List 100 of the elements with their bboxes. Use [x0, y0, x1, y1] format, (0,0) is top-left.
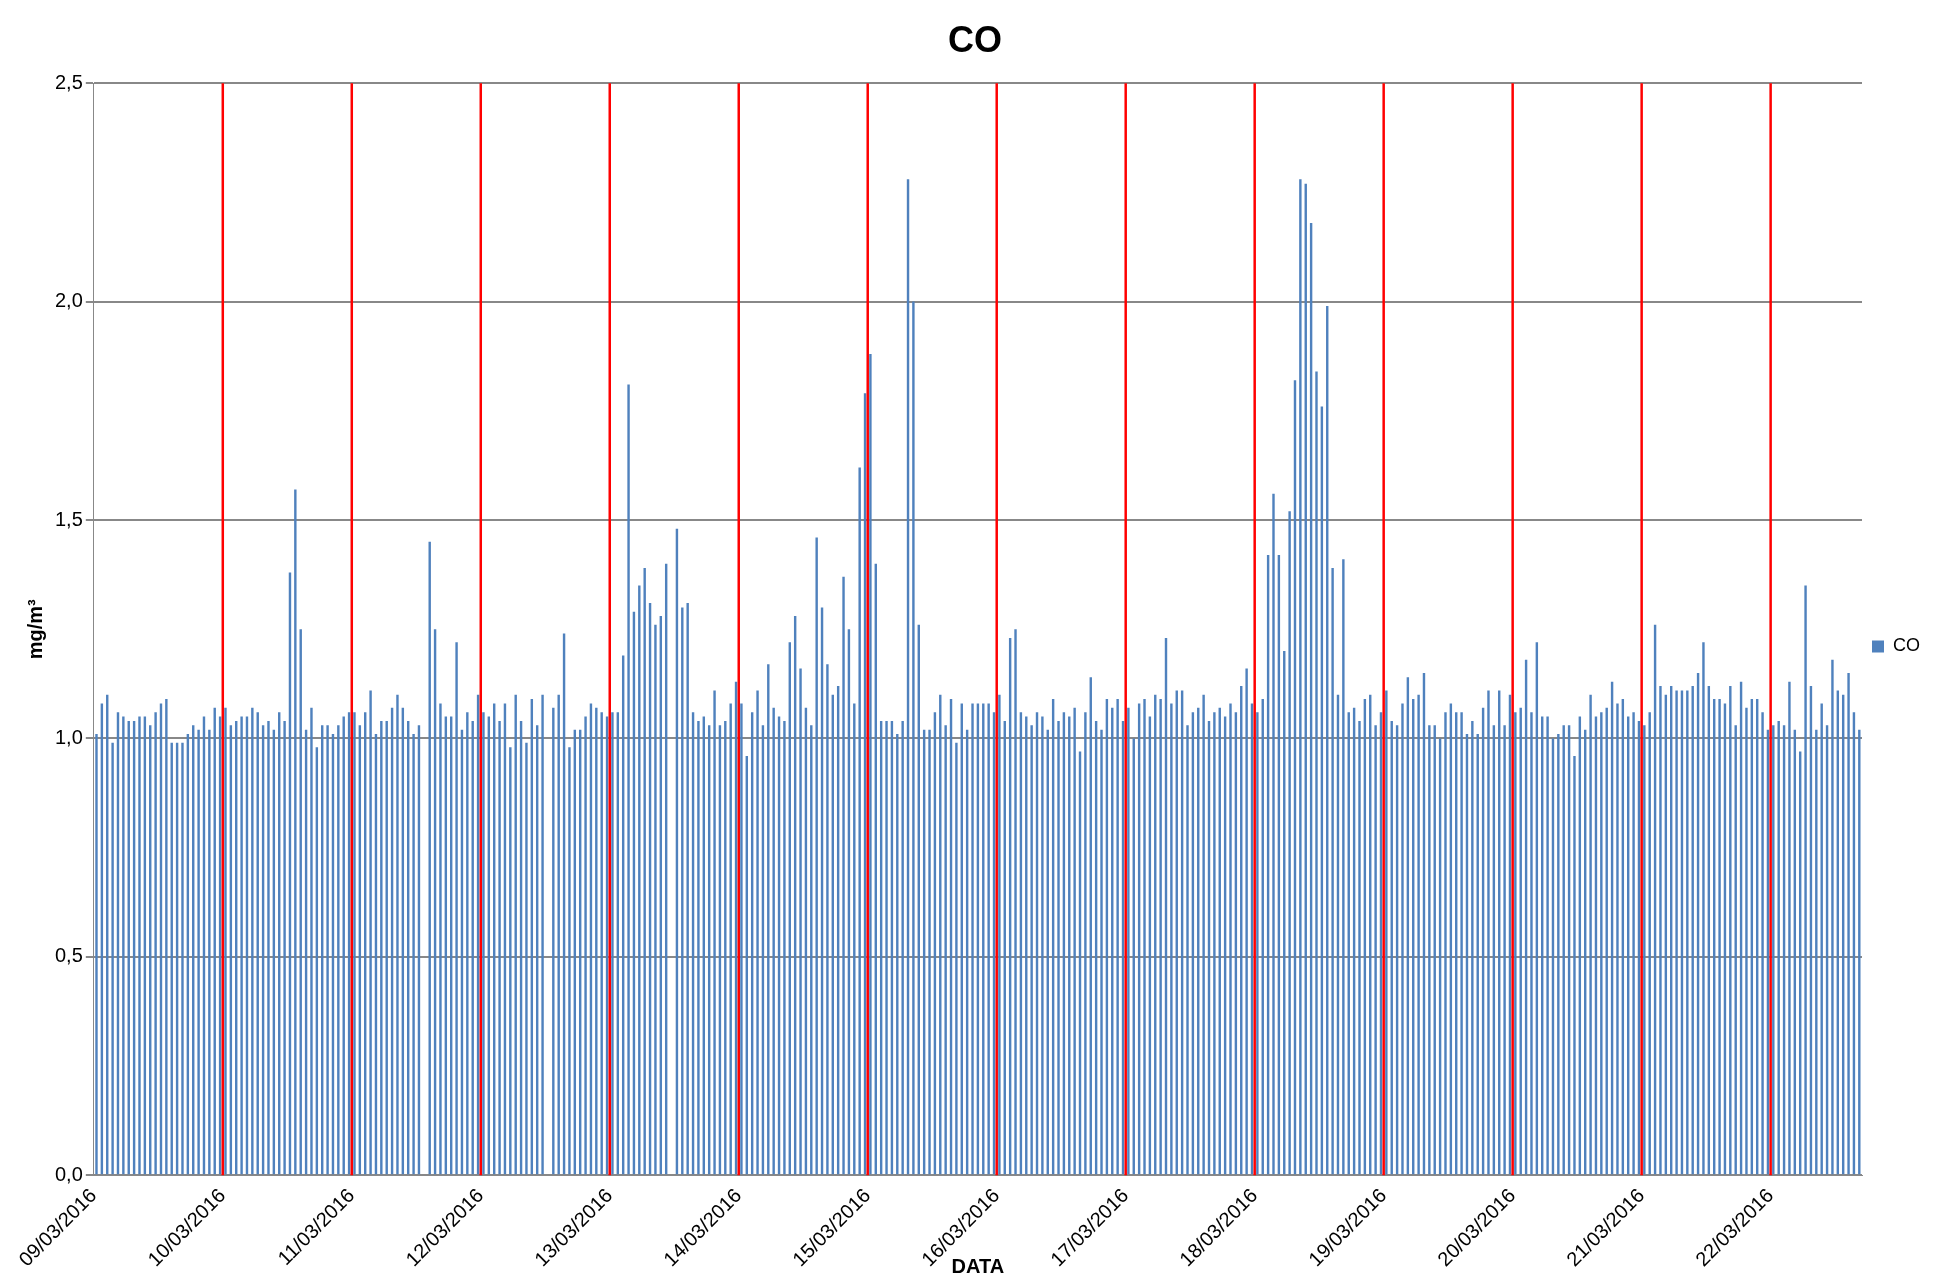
bar: [1315, 371, 1318, 1175]
bar: [1143, 699, 1146, 1175]
bar: [294, 489, 297, 1175]
bar: [95, 734, 98, 1175]
bar: [1401, 703, 1404, 1175]
bar: [713, 690, 716, 1175]
bar: [998, 694, 1001, 1175]
bar: [1729, 686, 1732, 1175]
bar: [595, 707, 598, 1175]
bar: [1777, 720, 1780, 1175]
bar: [815, 537, 818, 1175]
bar: [1761, 712, 1764, 1175]
bar: [944, 725, 947, 1175]
bar: [326, 725, 329, 1175]
bar: [928, 729, 931, 1175]
bar: [1804, 585, 1807, 1175]
bar: [1487, 690, 1490, 1175]
bar: [611, 712, 614, 1175]
bar: [509, 747, 512, 1175]
bar: [267, 720, 270, 1175]
chart-title: CO: [948, 18, 1002, 60]
bar: [165, 699, 168, 1175]
bar: [557, 694, 560, 1175]
bar: [1041, 716, 1044, 1175]
bar: [1616, 703, 1619, 1175]
y-axis-title: mg/m³: [23, 598, 46, 660]
bar: [353, 712, 356, 1175]
bar: [1702, 642, 1705, 1175]
bar: [756, 690, 759, 1175]
bar: [1557, 734, 1560, 1175]
bar: [842, 576, 845, 1175]
bar: [181, 742, 184, 1175]
bar: [197, 729, 200, 1175]
bar: [1272, 493, 1275, 1175]
bar: [1514, 712, 1517, 1175]
bar: [439, 703, 442, 1175]
bar: [783, 720, 786, 1175]
bar: [568, 747, 571, 1175]
bar: [600, 712, 603, 1175]
bar: [525, 742, 528, 1175]
bar: [584, 716, 587, 1175]
bar: [1202, 694, 1205, 1175]
bar: [1245, 668, 1248, 1175]
y-tick-label: 2,0: [54, 289, 83, 312]
bar: [138, 716, 141, 1175]
bar: [482, 712, 485, 1175]
bar: [1417, 694, 1420, 1175]
bar: [1788, 681, 1791, 1175]
bar: [1256, 712, 1259, 1175]
bar: [697, 720, 700, 1175]
bar: [1847, 672, 1850, 1175]
bar: [826, 664, 829, 1175]
bar: [1643, 725, 1646, 1175]
bar: [283, 720, 286, 1175]
bar: [1116, 699, 1119, 1175]
bar: [1530, 712, 1533, 1175]
bar: [1385, 690, 1388, 1175]
y-tick-label: 2,5: [54, 70, 83, 93]
bar: [1331, 568, 1334, 1175]
bar: [1675, 690, 1678, 1175]
bar: [638, 585, 641, 1175]
bar: [729, 703, 732, 1175]
bar: [541, 694, 544, 1175]
bar: [869, 354, 872, 1175]
bar: [412, 734, 415, 1175]
bar: [1831, 659, 1834, 1175]
bar: [681, 607, 684, 1175]
bar: [1444, 712, 1447, 1175]
bar: [627, 384, 630, 1175]
bar: [1686, 690, 1689, 1175]
bar: [724, 720, 727, 1175]
bar: [971, 703, 974, 1175]
bar: [1815, 729, 1818, 1175]
bar: [1057, 720, 1060, 1175]
bar: [122, 716, 125, 1175]
bar: [955, 742, 958, 1175]
bar: [1573, 755, 1576, 1175]
bar: [498, 720, 501, 1175]
bar: [1745, 707, 1748, 1175]
bar: [380, 720, 383, 1175]
bar: [901, 720, 904, 1175]
bar: [1632, 712, 1635, 1175]
bar: [1229, 703, 1232, 1175]
bar: [337, 725, 340, 1175]
bar: [1374, 725, 1377, 1175]
bar: [1820, 703, 1823, 1175]
bar: [686, 603, 689, 1175]
bar: [240, 716, 243, 1175]
y-tick-label: 0,0: [54, 1162, 83, 1185]
bar: [1170, 703, 1173, 1175]
bar: [1299, 179, 1302, 1175]
bar: [154, 712, 157, 1175]
bar: [1589, 694, 1592, 1175]
bar: [654, 624, 657, 1175]
bar: [1858, 729, 1861, 1175]
bar: [369, 690, 372, 1175]
bar: [310, 707, 313, 1175]
bar: [1073, 707, 1076, 1175]
bar: [1691, 686, 1694, 1175]
bar: [1342, 559, 1345, 1175]
